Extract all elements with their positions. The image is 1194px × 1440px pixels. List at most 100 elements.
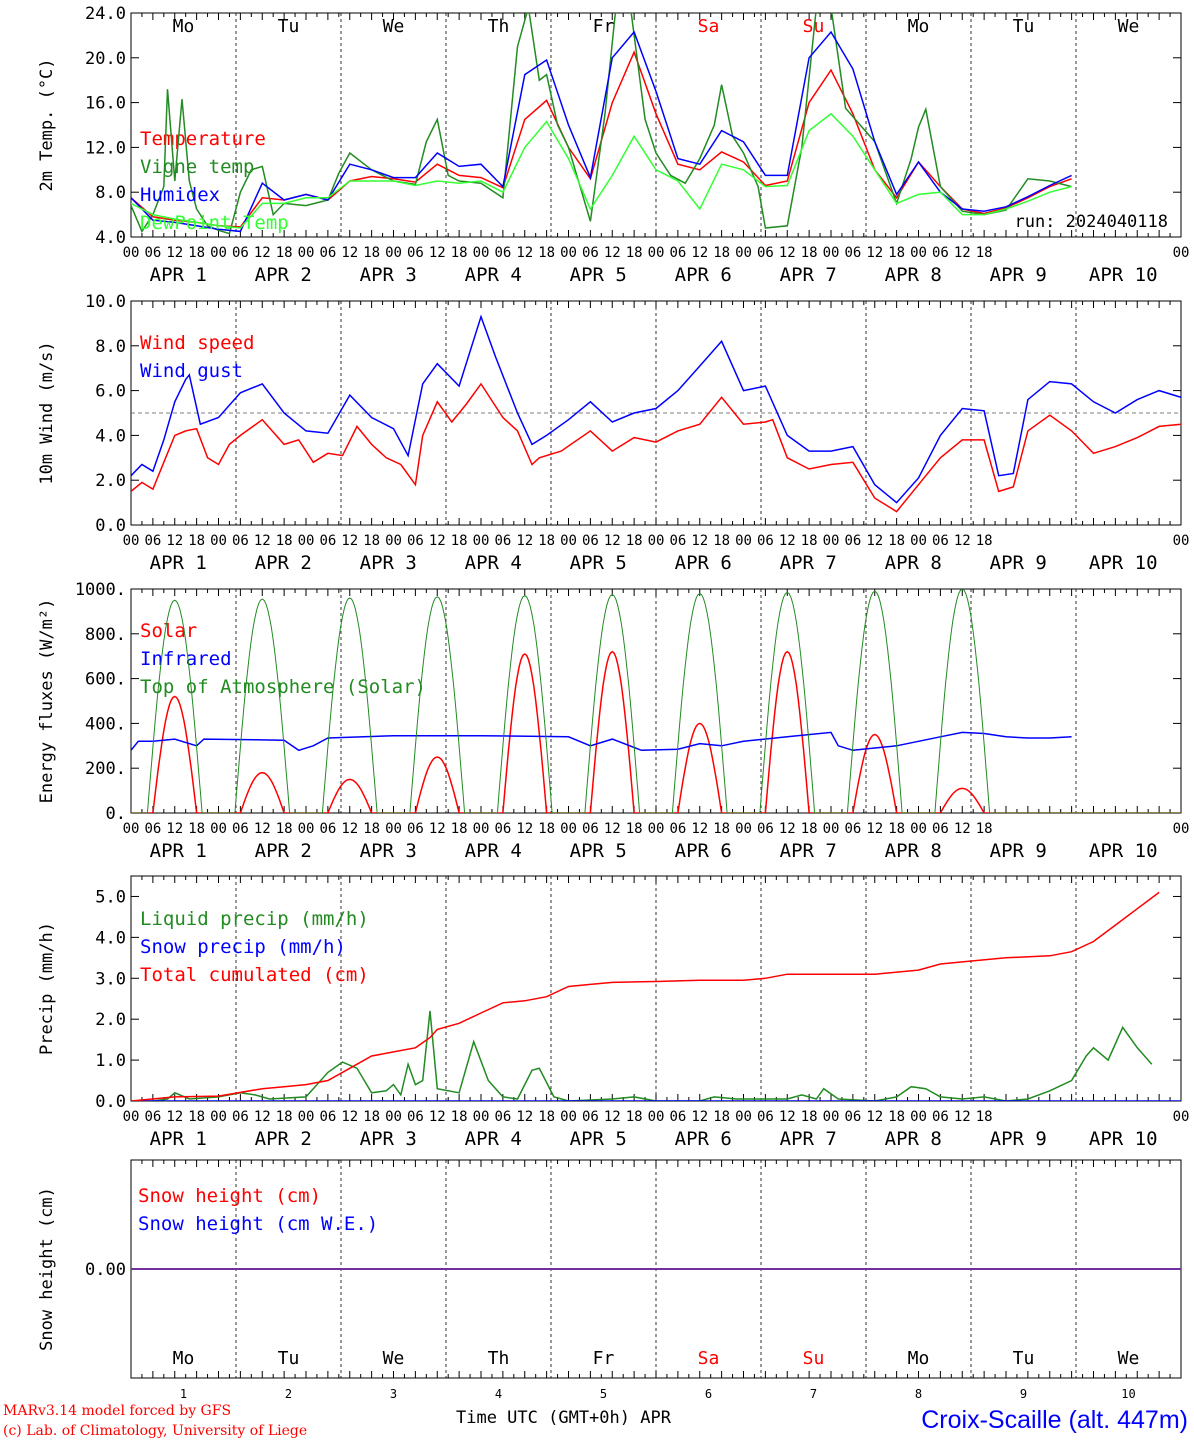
hour-label: 12: [604, 533, 621, 549]
hour-label: 00: [385, 821, 402, 837]
hour-label: 00: [298, 245, 315, 261]
date-label: APR 1: [150, 1128, 207, 1150]
hour-label: 00: [210, 533, 227, 549]
hour-label: 00: [735, 245, 752, 261]
hour-label: 06: [757, 1109, 774, 1125]
x-axis-title: Time UTC (GMT+0h) APR: [456, 1408, 672, 1428]
hour-label: 12: [866, 1109, 883, 1125]
hour-label: 00: [210, 821, 227, 837]
hour-label: 12: [341, 245, 358, 261]
hour-label: 12: [866, 245, 883, 261]
hour-label: 18: [451, 1109, 468, 1125]
hour-label: 18: [276, 533, 293, 549]
date-label: APR 1: [150, 552, 207, 574]
panel-5: 0.00 Snow height (cm) Mo Tu We Th Fr Sa Su Mo Tu We…: [37, 1159, 1182, 1401]
hour-label: 12: [954, 1109, 971, 1125]
hour-label: 18: [976, 533, 993, 549]
date-label: APR 4: [465, 264, 522, 286]
date-label: APR 8: [885, 552, 942, 574]
weekday-label: We: [1118, 16, 1140, 37]
y-tick-label: 1.0: [95, 1051, 126, 1071]
weekday-label: Tu: [1013, 16, 1035, 37]
weekday-label: Tu: [278, 16, 300, 37]
hour-label: 18: [713, 1109, 730, 1125]
series-line: [131, 112, 1072, 229]
hour-label: 06: [582, 245, 599, 261]
hour-label: 06: [232, 245, 249, 261]
hour-label: 00: [560, 821, 577, 837]
hour-label: 00: [823, 821, 840, 837]
hour-label: 00: [298, 821, 315, 837]
date-label: APR 10: [1089, 552, 1158, 574]
hour-label: 18: [188, 533, 205, 549]
date-label: APR 9: [990, 264, 1047, 286]
hour-label: 18: [801, 1109, 818, 1125]
hour-label: 12: [604, 1109, 621, 1125]
hour-label: 18: [538, 821, 555, 837]
hour-label: 06: [144, 533, 161, 549]
hour-label: 00: [210, 1109, 227, 1125]
date-label: APR 6: [675, 1128, 732, 1150]
day-number: 3: [390, 1387, 397, 1401]
hour-label: 18: [188, 245, 205, 261]
date-label: APR 5: [570, 1128, 627, 1150]
hour-label: 18: [276, 821, 293, 837]
hour-label: 06: [582, 821, 599, 837]
hour-label: 06: [932, 533, 949, 549]
hour-label: 18: [976, 245, 993, 261]
hour-label: 12: [691, 1109, 708, 1125]
hour-label: 18: [363, 533, 380, 549]
hour-label: 00: [473, 1109, 490, 1125]
hour-label: 00: [385, 245, 402, 261]
hour-label: 12: [429, 821, 446, 837]
date-label: APR 8: [885, 840, 942, 862]
hour-label: 06: [494, 1109, 511, 1125]
date-label: APR 2: [255, 264, 312, 286]
y-tick-label: 5.0: [95, 887, 126, 907]
weekday-label: Sa: [698, 1348, 720, 1369]
hour-label: 00: [298, 1109, 315, 1125]
y-tick-label: 3.0: [95, 969, 126, 989]
hour-label: 12: [254, 245, 271, 261]
date-label: APR 7: [780, 264, 837, 286]
hour-label: 00: [123, 1109, 140, 1125]
hour-label: 00: [735, 1109, 752, 1125]
hour-label: 06: [932, 1109, 949, 1125]
legend-entry: Solar: [140, 620, 197, 642]
hour-label: 06: [144, 821, 161, 837]
hour-label: 00: [648, 821, 665, 837]
hour-label: 06: [407, 821, 424, 837]
series-line: [131, 1010, 1153, 1101]
hour-label: 06: [932, 821, 949, 837]
weekday-label: Mo: [908, 16, 930, 37]
legend-entry: Vigne temp: [140, 156, 254, 178]
hour-label: 18: [888, 821, 905, 837]
date-label: APR 8: [885, 264, 942, 286]
hour-label: 06: [319, 821, 336, 837]
hour-label: 06: [232, 533, 249, 549]
legend-entry: Temperature: [140, 128, 266, 150]
hour-label: 06: [319, 245, 336, 261]
hour-label: 06: [494, 821, 511, 837]
y-tick-label: 400.: [85, 714, 126, 734]
weekday-label: We: [1118, 1348, 1140, 1369]
date-label: APR 3: [360, 264, 417, 286]
day-number: 6: [705, 1387, 712, 1401]
date-label: APR 4: [465, 840, 522, 862]
date-label: APR 5: [570, 264, 627, 286]
hour-label: 12: [429, 533, 446, 549]
hour-label: 18: [888, 1109, 905, 1125]
weekday-label: Fr: [593, 16, 615, 37]
hour-label: 12: [429, 245, 446, 261]
hour-label: 06: [757, 245, 774, 261]
hour-label: 18: [363, 245, 380, 261]
hour-label: 00: [385, 1109, 402, 1125]
hour-label: 12: [604, 821, 621, 837]
date-label: APR 2: [255, 552, 312, 574]
hour-label: 06: [494, 245, 511, 261]
weekday-label: Fr: [593, 1348, 615, 1369]
date-label: APR 7: [780, 1128, 837, 1150]
hour-label: 12: [341, 1109, 358, 1125]
run-label: run: 2024040118: [1014, 212, 1168, 232]
